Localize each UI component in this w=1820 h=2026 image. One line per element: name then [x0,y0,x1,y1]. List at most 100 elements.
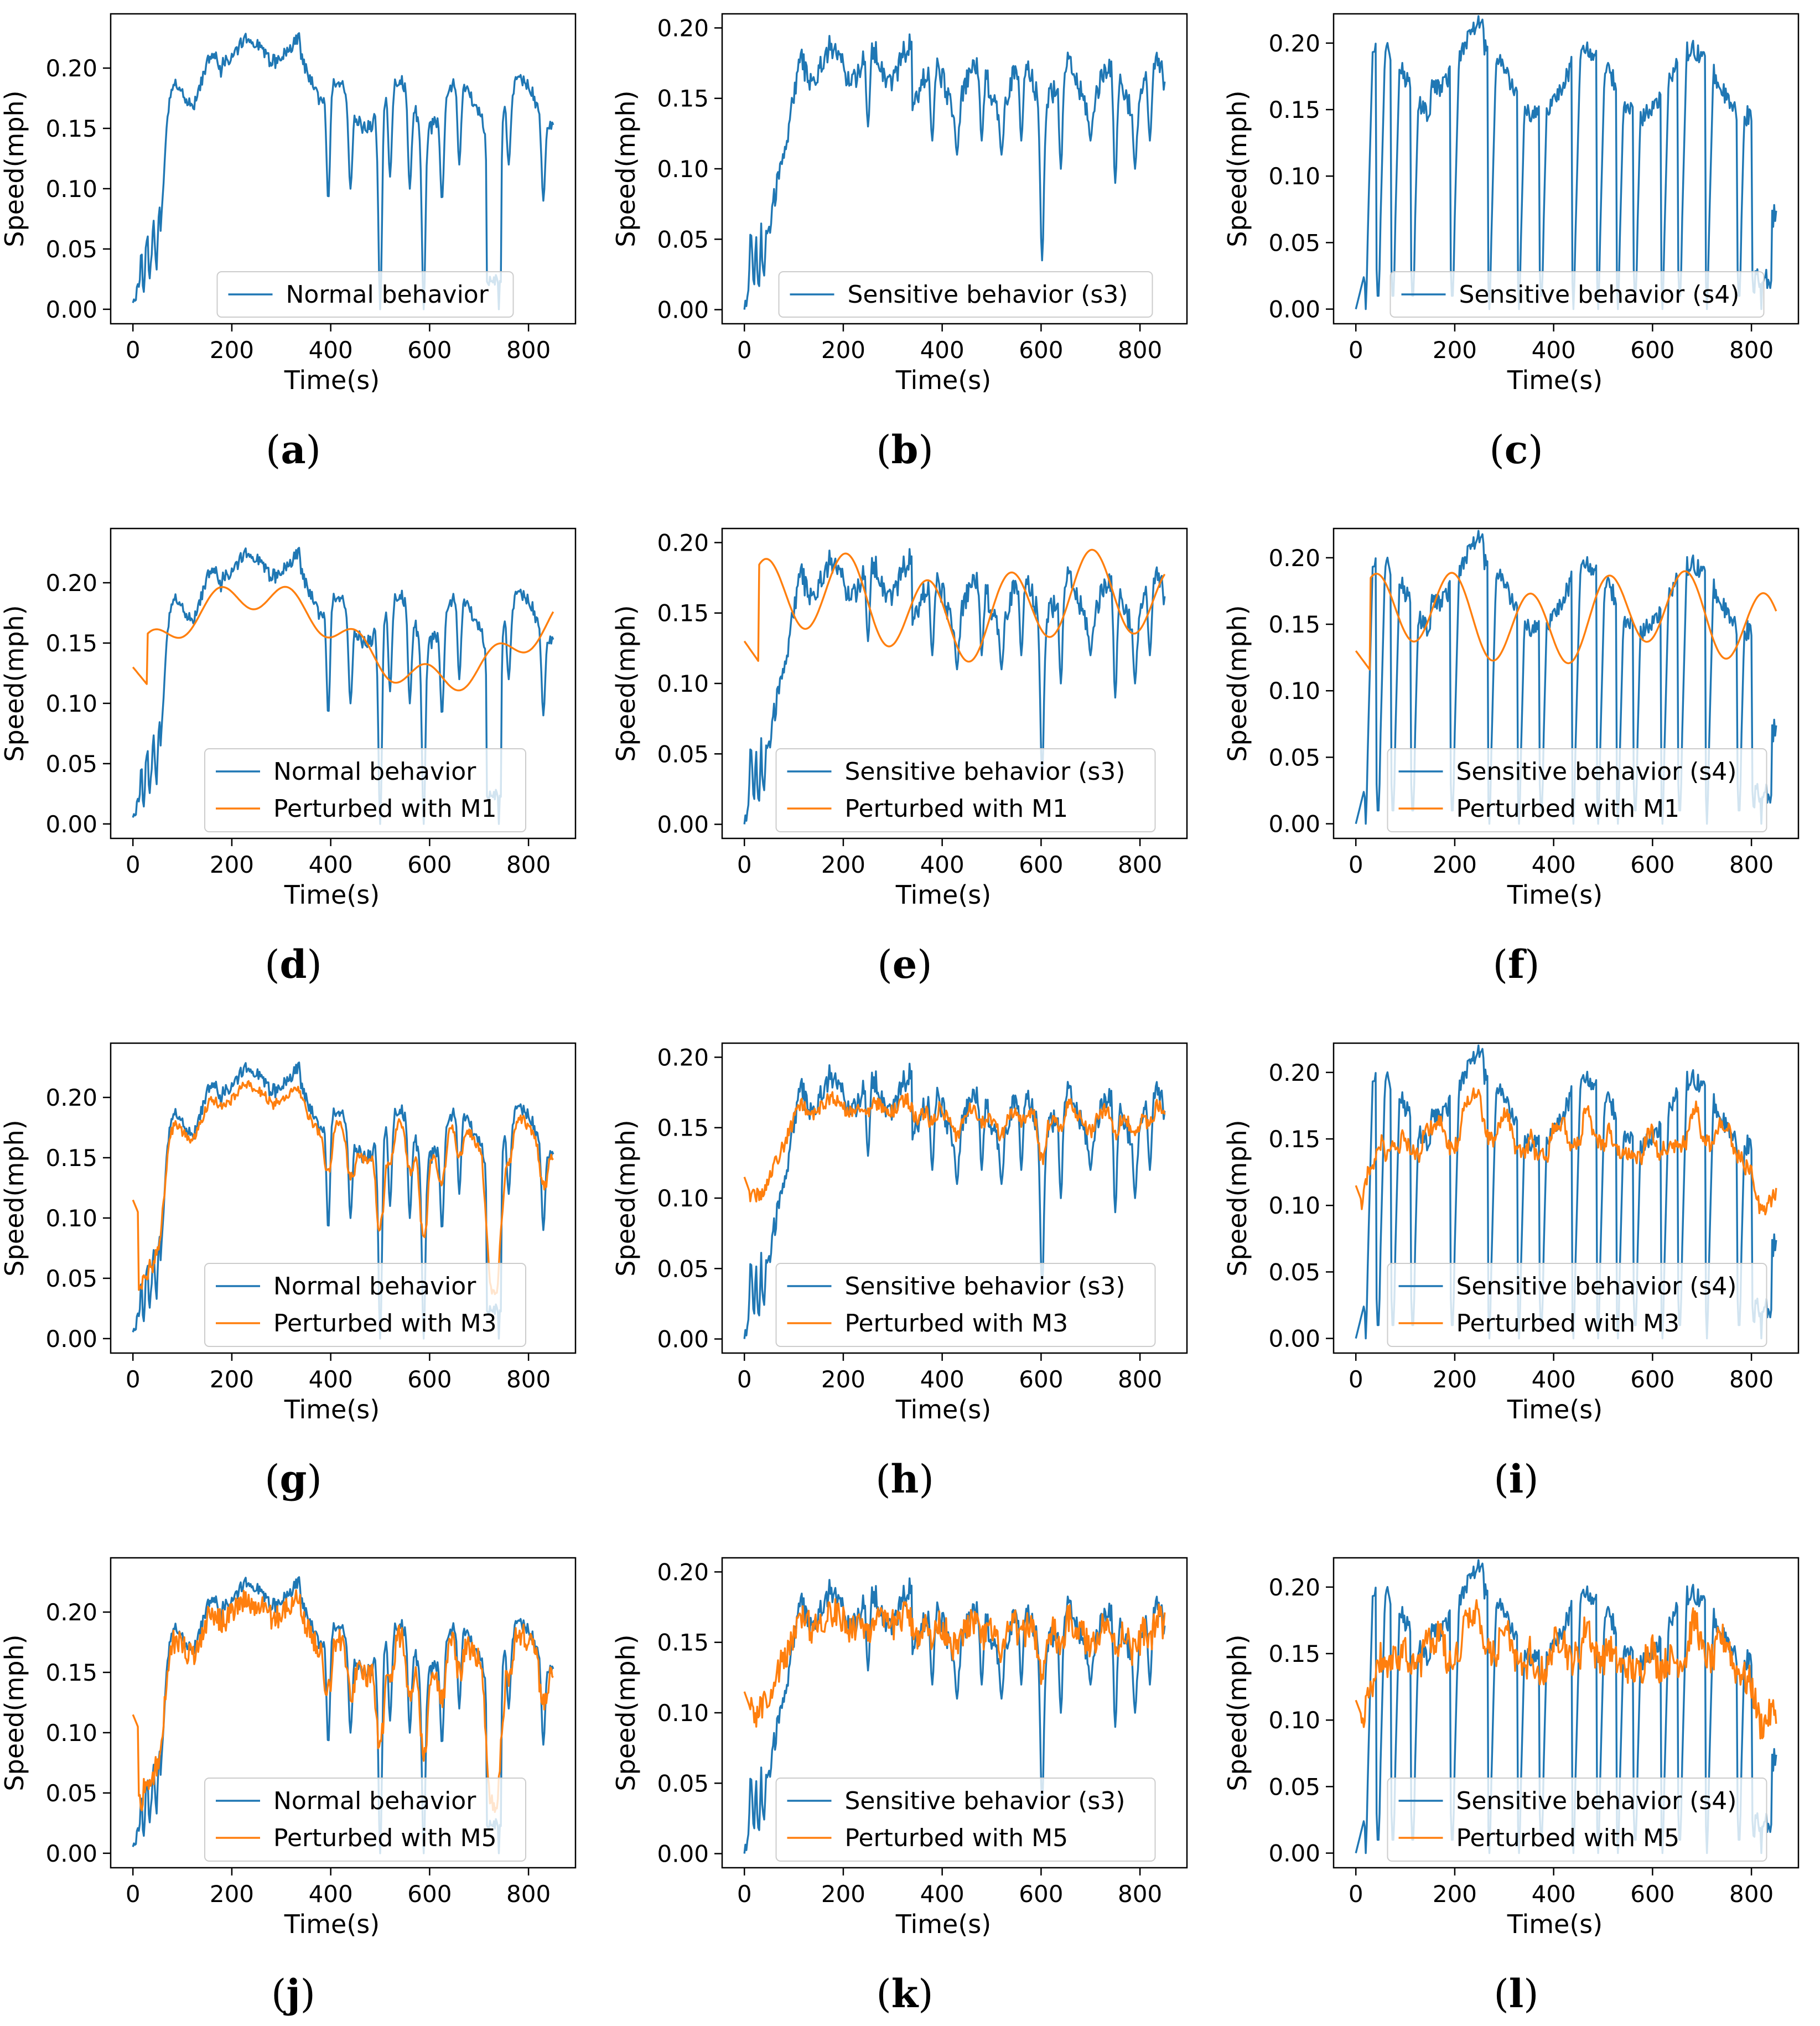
legend-entry: Normal behavior [273,1272,476,1300]
x-axis-label: Time(s) [1507,880,1603,910]
legend-entry: Sensitive behavior (s4) [1456,1787,1737,1815]
series-line-1 [132,585,554,692]
caption-letter: l [1509,1971,1524,2017]
y-tick-label: 0.20 [1268,545,1320,572]
x-tick-label: 600 [1019,336,1063,364]
y-tick-label: 0.20 [1268,1059,1320,1086]
x-tick-label: 600 [1630,851,1674,878]
series-line-1 [1355,1599,1777,1740]
y-tick-label: 0.10 [1268,1707,1320,1734]
y-tick-label: 0.05 [1268,1258,1320,1286]
y-axis-label: Speed(mph) [611,90,641,247]
x-tick-label: 400 [309,1880,353,1908]
legend-entry: Sensitive behavior (s4) [1456,758,1737,786]
series-line-1 [743,1598,1166,1728]
series-line-0 [1355,15,1777,310]
legend-box [778,271,1153,318]
y-axis-label: Speed(mph) [1222,1634,1252,1791]
legend-entry: Perturbed with M3 [273,1309,497,1338]
y-tick-label: 0.20 [657,1558,709,1585]
x-axis-label: Time(s) [1507,365,1603,395]
y-tick-label: 0.00 [1268,296,1320,323]
legend: Sensitive behavior (s3) Perturbed with M3 [775,1263,1156,1347]
y-tick-label: 0.05 [1268,229,1320,256]
x-tick-label: 800 [506,851,551,878]
x-tick-label: 600 [407,851,452,878]
subplot-e: 0 200 400 600 800 0.00 0.05 0.10 0.15 0.20 Time(s)… [611,527,1188,987]
x-tick-label: 400 [1532,851,1576,878]
y-tick-label: 0.05 [1268,744,1320,771]
legend-entry: Sensitive behavior (s3) [845,1787,1126,1815]
legend-box [204,1263,526,1347]
subplot-a: 0 200 400 600 800 0.00 0.05 0.10 0.15 0.20 Time(s)… [0,13,577,473]
y-tick-label: 0.15 [1268,611,1320,638]
x-tick-label: 0 [126,336,141,364]
x-tick-label: 200 [1433,1366,1477,1393]
series-line-0 [132,1576,554,1854]
series-line-1 [132,1080,554,1296]
legend: Sensitive behavior (s4) Perturbed with M3 [1387,1263,1767,1347]
y-tick-label: 0.05 [45,1265,97,1292]
x-tick-label: 600 [1019,1366,1063,1393]
y-axis-label: Speed(mph) [611,1634,641,1791]
y-tick-label: 0.10 [1268,1192,1320,1219]
legend-entry: Perturbed with M5 [273,1824,497,1852]
y-tick-label: 0.15 [45,1144,97,1172]
x-axis-label: Time(s) [1507,1909,1603,1939]
legend-box [775,748,1156,832]
series-line-0 [132,547,554,825]
x-tick-label: 800 [1118,336,1162,364]
legend-entry: Perturbed with M1 [845,795,1069,823]
series-line-1 [743,548,1166,663]
legend-entry: Perturbed with M1 [273,795,497,823]
legend-box [1387,748,1767,832]
y-tick-label: 0.15 [1268,1640,1320,1667]
axes-frame [1332,527,1800,840]
subfigure-caption: (f) [1493,941,1540,987]
caption-letter: d [280,941,307,987]
x-tick-label: 600 [1630,336,1674,364]
y-tick-label: 0.00 [45,1840,97,1867]
y-axis-label: Speed(mph) [0,1634,29,1791]
series-line-1 [743,1091,1166,1203]
y-tick-label: 0.10 [1268,677,1320,704]
x-tick-label: 400 [920,336,965,364]
legend-box [1389,271,1765,318]
x-tick-label: 800 [506,336,551,364]
legend: Normal behavior [216,271,514,318]
x-tick-label: 800 [1729,336,1774,364]
caption-letter: g [280,1456,307,1502]
x-axis-label: Time(s) [895,1909,991,1939]
x-tick-label: 0 [126,1880,141,1908]
x-axis-label: Time(s) [1507,1395,1603,1424]
series-line-0 [132,1061,554,1340]
y-tick-label: 0.10 [657,1185,709,1212]
legend-box [775,1778,1156,1862]
x-tick-label: 400 [920,1880,965,1908]
y-tick-label: 0.20 [1268,30,1320,57]
y-tick-label: 0.00 [1268,1840,1320,1867]
x-tick-label: 600 [407,1880,452,1908]
caption-letter: j [283,1971,300,2017]
x-tick-label: 400 [1532,1880,1576,1908]
subplot-d: 0 200 400 600 800 0.00 0.05 0.10 0.15 0.20 Time(s)… [0,527,577,987]
y-tick-label: 0.05 [1268,1773,1320,1800]
subfigure-caption: (j) [271,1971,315,2017]
subplot-c: 0 200 400 600 800 0.00 0.05 0.10 0.15 0.20 Time(s)… [1222,13,1800,473]
caption-letter: h [891,1456,919,1502]
subplot-g: 0 200 400 600 800 0.00 0.05 0.10 0.15 0.20 Time(s)… [0,1042,577,1502]
x-tick-label: 0 [737,336,752,364]
x-tick-label: 400 [1532,1366,1576,1393]
x-tick-label: 600 [1019,851,1063,878]
y-tick-label: 0.00 [45,296,97,323]
x-tick-label: 600 [1630,1366,1674,1393]
x-tick-label: 200 [210,1880,254,1908]
y-tick-label: 0.05 [45,750,97,778]
legend-entry: Perturbed with M3 [1456,1309,1680,1338]
caption-letter: c [1505,427,1528,473]
subplot-k: 0 200 400 600 800 0.00 0.05 0.10 0.15 0.20 Time(s)… [611,1557,1188,2017]
y-tick-label: 0.00 [45,1325,97,1353]
x-tick-label: 800 [1118,1366,1162,1393]
y-tick-label: 0.05 [657,740,709,768]
